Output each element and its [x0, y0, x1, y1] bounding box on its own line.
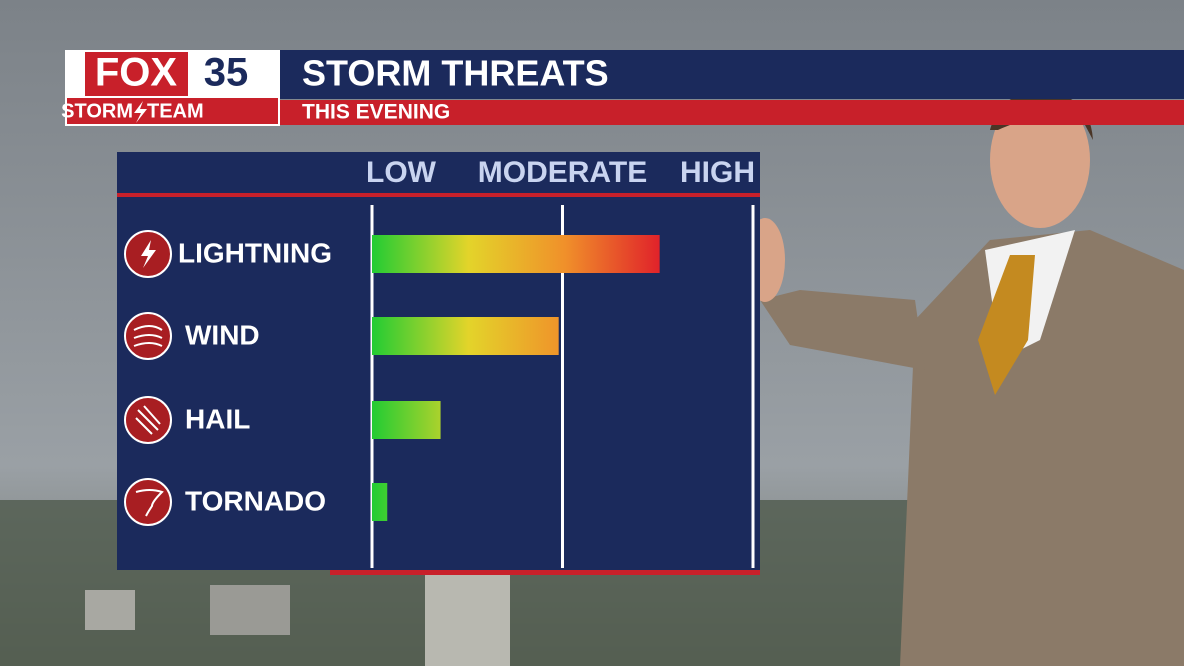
threat-glyph: [141, 240, 156, 268]
plot: LOW MODERATE HIGH LIGHTNING WIND HAIL TORNADO: [124, 156, 755, 568]
x-tick-label: MODERATE: [478, 156, 647, 189]
y-tick-label: HAIL: [185, 403, 250, 434]
y-tick-label: TORNADO: [185, 485, 326, 516]
threat-glyph: [135, 489, 164, 517]
chart-title: STORM THREATS: [302, 53, 609, 94]
panel-footer: [330, 570, 760, 575]
bar: [372, 401, 441, 439]
logo-team-right: TEAM: [147, 100, 204, 122]
logo-team-left: STORM: [61, 100, 133, 122]
title-band: [280, 50, 1184, 99]
bar: [372, 235, 660, 273]
logo-channel: 35: [204, 51, 249, 95]
bar: [372, 483, 388, 521]
logo-team-bg: [67, 98, 278, 124]
logo-bolt: [134, 101, 147, 123]
subtitle-band: [280, 100, 1184, 125]
y-tick-label: WIND: [185, 319, 260, 350]
threat-icon: [124, 478, 172, 526]
x-tick-label: LOW: [366, 156, 437, 189]
threat-glyph: [135, 405, 161, 435]
building: [210, 585, 290, 635]
building: [85, 590, 135, 630]
building: [425, 575, 510, 666]
y-tick-label: LIGHTNING: [178, 237, 332, 268]
threat-glyph: [133, 325, 163, 347]
panel-divider: [117, 193, 760, 197]
logo-brand-bg: [85, 52, 188, 96]
logo-brand: FOX: [95, 51, 178, 95]
chart-subtitle: THIS EVENING: [302, 101, 450, 124]
bar: [372, 317, 559, 355]
x-tick-label: HIGH: [680, 156, 755, 189]
chart-panel: [117, 152, 760, 570]
